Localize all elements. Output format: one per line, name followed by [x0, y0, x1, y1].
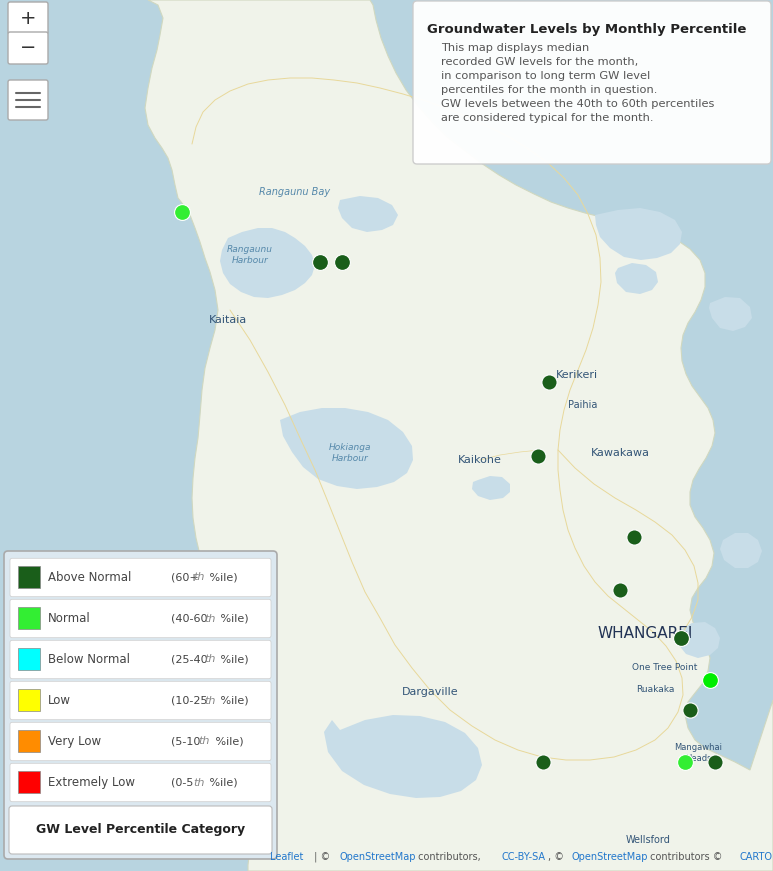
Text: Wellsford: Wellsford [625, 835, 670, 845]
Text: Paihia: Paihia [568, 400, 598, 410]
Text: Dargaville: Dargaville [402, 687, 458, 697]
Text: (0-5: (0-5 [171, 778, 193, 787]
FancyBboxPatch shape [10, 599, 271, 638]
Text: This map displays median
recorded GW levels for the month,
in comparison to long: This map displays median recorded GW lev… [441, 43, 714, 123]
Text: Very Low: Very Low [48, 735, 101, 748]
Point [536, 755, 549, 769]
Text: Low: Low [48, 694, 71, 707]
Point [675, 631, 687, 645]
Text: th: th [204, 613, 216, 624]
FancyBboxPatch shape [413, 1, 771, 164]
Text: | ©: | © [311, 852, 333, 862]
Text: CARTO: CARTO [740, 852, 773, 862]
Text: Normal: Normal [48, 612, 90, 625]
Text: th: th [204, 696, 216, 706]
Text: Kaikohe: Kaikohe [458, 455, 502, 465]
Text: Leaflet: Leaflet [270, 852, 303, 862]
Text: Extremely Low: Extremely Low [48, 776, 135, 789]
Point [679, 755, 691, 769]
FancyBboxPatch shape [18, 566, 40, 589]
Point [628, 530, 640, 544]
Text: th: th [193, 572, 204, 583]
Text: , ©: , © [548, 852, 567, 862]
Text: (5-10: (5-10 [171, 737, 200, 746]
Text: OpenStreetMap: OpenStreetMap [339, 852, 416, 862]
FancyBboxPatch shape [10, 722, 271, 760]
Text: Rangaunu
Harbour: Rangaunu Harbour [227, 246, 273, 265]
Polygon shape [595, 208, 682, 260]
FancyBboxPatch shape [10, 681, 271, 719]
Text: Above Normal: Above Normal [48, 571, 131, 584]
FancyBboxPatch shape [18, 731, 40, 753]
FancyBboxPatch shape [9, 806, 272, 854]
FancyBboxPatch shape [4, 551, 277, 859]
Point [175, 205, 188, 219]
Polygon shape [280, 408, 413, 489]
Point [709, 755, 721, 769]
Polygon shape [338, 196, 398, 232]
Text: OpenStreetMap: OpenStreetMap [571, 852, 648, 862]
Text: %ile): %ile) [206, 572, 237, 583]
Text: th: th [199, 737, 210, 746]
Text: (25-40: (25-40 [171, 654, 208, 665]
FancyBboxPatch shape [10, 763, 271, 801]
Point [684, 703, 696, 717]
Text: th: th [193, 778, 204, 787]
Point [543, 375, 555, 389]
Text: WHANGAREI: WHANGAREI [598, 625, 693, 640]
Text: Mangawhai
Heads: Mangawhai Heads [674, 743, 722, 763]
Text: Rangaunu Bay: Rangaunu Bay [260, 187, 331, 197]
Text: contributors ©: contributors © [647, 852, 726, 862]
Text: Ruakaka: Ruakaka [636, 685, 674, 694]
Text: Hokianga
Harbour: Hokianga Harbour [329, 443, 371, 463]
FancyBboxPatch shape [10, 558, 271, 597]
Text: CC-BY-SA: CC-BY-SA [502, 852, 546, 862]
Point [335, 255, 348, 269]
Text: %ile): %ile) [217, 654, 249, 665]
Text: %ile): %ile) [206, 778, 237, 787]
FancyBboxPatch shape [18, 772, 40, 793]
Text: th: th [204, 654, 216, 665]
FancyBboxPatch shape [18, 649, 40, 671]
FancyBboxPatch shape [8, 2, 48, 34]
Text: +: + [20, 9, 36, 28]
Polygon shape [472, 476, 510, 500]
Text: (60+: (60+ [171, 572, 199, 583]
Text: %ile): %ile) [212, 737, 243, 746]
Polygon shape [720, 533, 762, 568]
Polygon shape [220, 228, 315, 298]
Text: GW Level Percentile Category: GW Level Percentile Category [36, 823, 245, 836]
Text: −: − [20, 38, 36, 57]
Text: %ile): %ile) [217, 696, 249, 706]
Polygon shape [324, 715, 482, 798]
Polygon shape [145, 0, 773, 871]
FancyBboxPatch shape [10, 640, 271, 679]
Point [703, 673, 716, 687]
Polygon shape [677, 622, 720, 658]
Text: contributors,: contributors, [415, 852, 484, 862]
Text: Kaitaia: Kaitaia [209, 315, 247, 325]
Text: Kerikeri: Kerikeri [556, 370, 598, 380]
Polygon shape [709, 297, 752, 331]
FancyBboxPatch shape [8, 80, 48, 120]
Point [532, 449, 544, 463]
Polygon shape [615, 263, 658, 294]
Text: (40-60: (40-60 [171, 613, 207, 624]
Text: One Tree Point: One Tree Point [632, 664, 698, 672]
Text: (10-25: (10-25 [171, 696, 207, 706]
Text: Kawakawa: Kawakawa [591, 448, 649, 458]
FancyBboxPatch shape [8, 32, 48, 64]
Text: Groundwater Levels by Monthly Percentile: Groundwater Levels by Monthly Percentile [427, 23, 747, 36]
Point [314, 255, 326, 269]
FancyBboxPatch shape [18, 607, 40, 630]
Text: %ile): %ile) [217, 613, 249, 624]
FancyBboxPatch shape [18, 690, 40, 712]
Point [614, 583, 626, 597]
Text: Below Normal: Below Normal [48, 653, 130, 666]
